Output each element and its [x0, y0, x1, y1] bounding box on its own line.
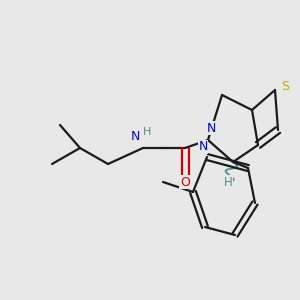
Text: S: S — [281, 80, 289, 92]
Text: H: H — [224, 176, 232, 188]
Text: O: O — [180, 176, 190, 188]
Text: H: H — [143, 127, 151, 137]
Text: N: N — [130, 130, 140, 142]
Text: N: N — [206, 122, 216, 134]
Text: N: N — [198, 140, 208, 154]
